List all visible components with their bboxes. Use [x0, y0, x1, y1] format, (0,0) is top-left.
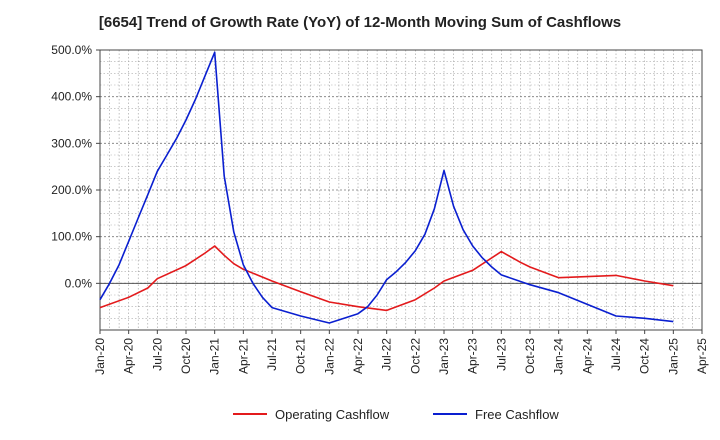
x-tick-label: Apr-21	[236, 338, 250, 374]
y-tick-label: 300.0%	[51, 136, 92, 150]
x-tick-label: Oct-24	[638, 338, 652, 374]
x-tick-label: Apr-23	[466, 338, 480, 374]
x-tick-label: Jan-20	[93, 338, 107, 375]
x-tick-label: Jul-22	[380, 338, 394, 371]
series-line-operating-cashflow	[99, 245, 674, 312]
x-tick-label: Jul-24	[609, 338, 623, 371]
x-tick-label: Jul-23	[494, 338, 508, 371]
x-tick-label: Oct-20	[179, 338, 193, 374]
x-tick-label: Apr-22	[351, 338, 365, 374]
x-tick-label: Jan-23	[437, 338, 451, 375]
x-tick-label: Jul-21	[265, 338, 279, 371]
x-tick-label: Jan-22	[322, 338, 336, 375]
y-tick-label: 200.0%	[51, 183, 92, 197]
x-tick-label: Apr-24	[580, 338, 594, 374]
x-tick-label: Apr-25	[695, 338, 709, 374]
series-line-free-cashflow	[99, 51, 674, 324]
x-tick-label: Jan-24	[552, 338, 566, 375]
legend-label: Operating Cashflow	[275, 407, 390, 422]
y-tick-label: 500.0%	[51, 43, 92, 57]
x-tick-label: Jan-21	[208, 338, 222, 375]
x-tick-label: Jan-25	[666, 338, 680, 375]
legend-label: Free Cashflow	[475, 407, 559, 422]
x-tick-label: Oct-22	[408, 338, 422, 374]
x-tick-label: Jul-20	[150, 338, 164, 371]
x-tick-label: Oct-21	[294, 338, 308, 374]
x-tick-label: Apr-20	[122, 338, 136, 374]
x-tick-label: Oct-23	[523, 338, 537, 374]
y-tick-label: 0.0%	[65, 276, 93, 290]
y-tick-label: 100.0%	[51, 230, 92, 244]
chart-title: [6654] Trend of Growth Rate (YoY) of 12-…	[98, 14, 622, 31]
y-tick-label: 400.0%	[51, 90, 92, 104]
